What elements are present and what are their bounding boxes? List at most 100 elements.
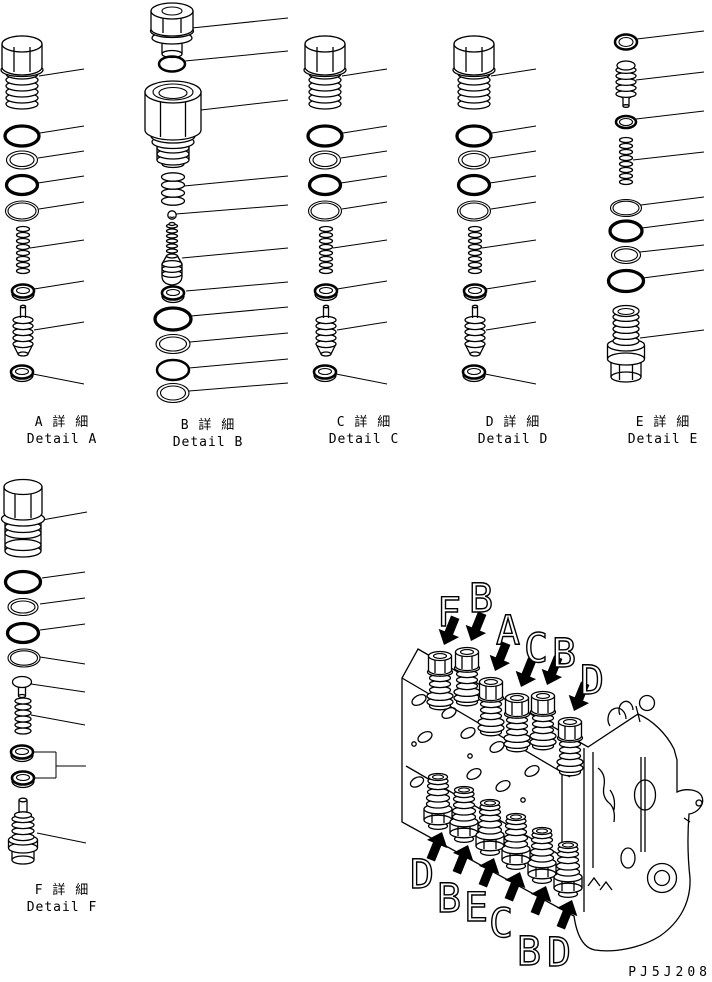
part-valve-seat xyxy=(10,770,36,789)
part-o-ring xyxy=(4,173,40,197)
block-marker-bottom-b2: B xyxy=(517,929,541,975)
leader-lines xyxy=(632,30,705,339)
part-o-ring xyxy=(157,55,187,73)
part-valve-seat xyxy=(461,364,487,383)
leader-lines xyxy=(29,68,85,385)
part-backup-ring xyxy=(156,382,190,404)
detail-a-label-ja: A 詳 細 xyxy=(35,414,89,430)
part-needle-valve xyxy=(161,221,183,286)
part-valve-assembly xyxy=(7,797,39,865)
leader-lines xyxy=(481,68,537,385)
part-o-ring xyxy=(608,219,644,243)
part-o-ring xyxy=(153,306,193,332)
part-adjusting-plug xyxy=(149,2,195,59)
part-backup-ring xyxy=(308,150,342,170)
part-backup-ring xyxy=(610,245,642,265)
part-backup-ring xyxy=(5,150,39,170)
block-marker-bottom-e: E xyxy=(464,885,488,931)
detail-c-label-en: Detail C xyxy=(329,432,400,447)
detail-f-label-en: Detail F xyxy=(27,900,98,915)
detail-c-label-ja: C 詳 細 xyxy=(337,414,391,430)
detail-e-label-en: Detail E xyxy=(628,432,699,447)
part-spring xyxy=(14,697,32,735)
valve-cartridge xyxy=(501,812,531,871)
part-valve-seat xyxy=(160,285,186,304)
detail-d-label-en: Detail D xyxy=(478,432,549,447)
block-marker-bottom-d2: D xyxy=(547,930,571,976)
part-o-ring xyxy=(5,621,41,645)
leader-lines xyxy=(332,68,388,385)
detail-b-label-ja: B 詳 細 xyxy=(181,417,235,433)
block-marker-bottom-b: B xyxy=(437,876,461,922)
part-poppet xyxy=(11,675,33,699)
block-marker-top-c: C xyxy=(524,626,548,672)
detail-e-label-ja: E 詳 細 xyxy=(636,414,690,430)
part-o-ring xyxy=(3,124,41,148)
block-marker-bottom-c: C xyxy=(489,901,513,947)
detail-b-assembly: B 詳 細 Detail B xyxy=(144,2,289,450)
block-marker-top-a: A xyxy=(496,608,520,654)
part-poppet-valve xyxy=(315,304,337,357)
part-ring xyxy=(614,114,638,130)
part-spring xyxy=(15,225,31,275)
part-plug xyxy=(452,35,496,110)
block-marker-top-b: B xyxy=(469,576,493,622)
part-pilot-poppet xyxy=(615,60,637,108)
bracket xyxy=(33,751,86,779)
leader-lines xyxy=(30,511,88,844)
valve-cartridge xyxy=(449,785,479,844)
valve-cartridge xyxy=(553,840,583,899)
control-valve-block: F B A C B D D B E C B D xyxy=(401,575,704,977)
detail-e-assembly: E 詳 細 Detail E xyxy=(606,30,705,447)
detail-f-assembly: F 詳 細 Detail F xyxy=(0,478,98,915)
part-ring xyxy=(4,200,40,222)
top-arrow-markers: F B A C B D xyxy=(433,575,605,716)
part-ball xyxy=(167,210,177,220)
part-o-ring xyxy=(306,124,344,148)
part-ring xyxy=(307,200,343,222)
part-valve-seat xyxy=(312,364,338,383)
block-port-holes xyxy=(409,693,540,803)
part-main-relief-valve xyxy=(606,304,646,383)
part-o-ring xyxy=(455,124,493,148)
part-o-ring xyxy=(606,268,646,294)
detail-b-label-en: Detail B xyxy=(173,435,244,450)
part-holder xyxy=(144,80,202,169)
part-o-ring xyxy=(155,358,191,382)
part-backup-ring xyxy=(155,333,191,355)
detail-a-assembly: A 詳 細 Detail A xyxy=(0,35,98,447)
block-marker-bottom-d: D xyxy=(410,852,434,898)
part-valve-seat xyxy=(9,364,35,383)
part-spring xyxy=(467,225,483,275)
part-backup-ring xyxy=(457,150,491,170)
part-o-ring xyxy=(307,173,343,197)
leader-lines xyxy=(175,17,289,392)
detail-d-label-ja: D 詳 細 xyxy=(486,414,540,430)
part-ring xyxy=(613,33,639,51)
part-poppet-valve xyxy=(12,304,34,357)
block-marker-top-f: F xyxy=(437,590,461,636)
part-valve-seat xyxy=(10,283,36,302)
part-o-ring xyxy=(456,173,492,197)
part-code: PJ5J208 xyxy=(628,965,711,980)
detail-d-assembly: D 詳 細 Detail D xyxy=(452,35,549,447)
part-plug xyxy=(303,35,347,110)
part-spring xyxy=(318,225,334,275)
block-housing-details xyxy=(587,694,703,894)
part-plug xyxy=(0,478,46,558)
detail-a-label-en: Detail A xyxy=(27,432,98,447)
part-ring xyxy=(456,200,492,222)
part-backup-ring xyxy=(7,597,39,617)
part-poppet-valve xyxy=(464,304,486,357)
part-spring xyxy=(160,172,186,206)
valve-cartridge xyxy=(423,772,453,831)
part-valve-seat xyxy=(313,283,339,302)
detail-f-label-ja: F 詳 細 xyxy=(35,882,89,898)
block-marker-top-b2: B xyxy=(552,631,576,677)
part-plug xyxy=(0,35,44,110)
part-spring xyxy=(618,136,634,186)
valve-cartridge xyxy=(475,798,505,857)
part-valve-seat xyxy=(9,744,35,763)
detail-c-assembly: C 詳 細 Detail C xyxy=(303,35,400,447)
